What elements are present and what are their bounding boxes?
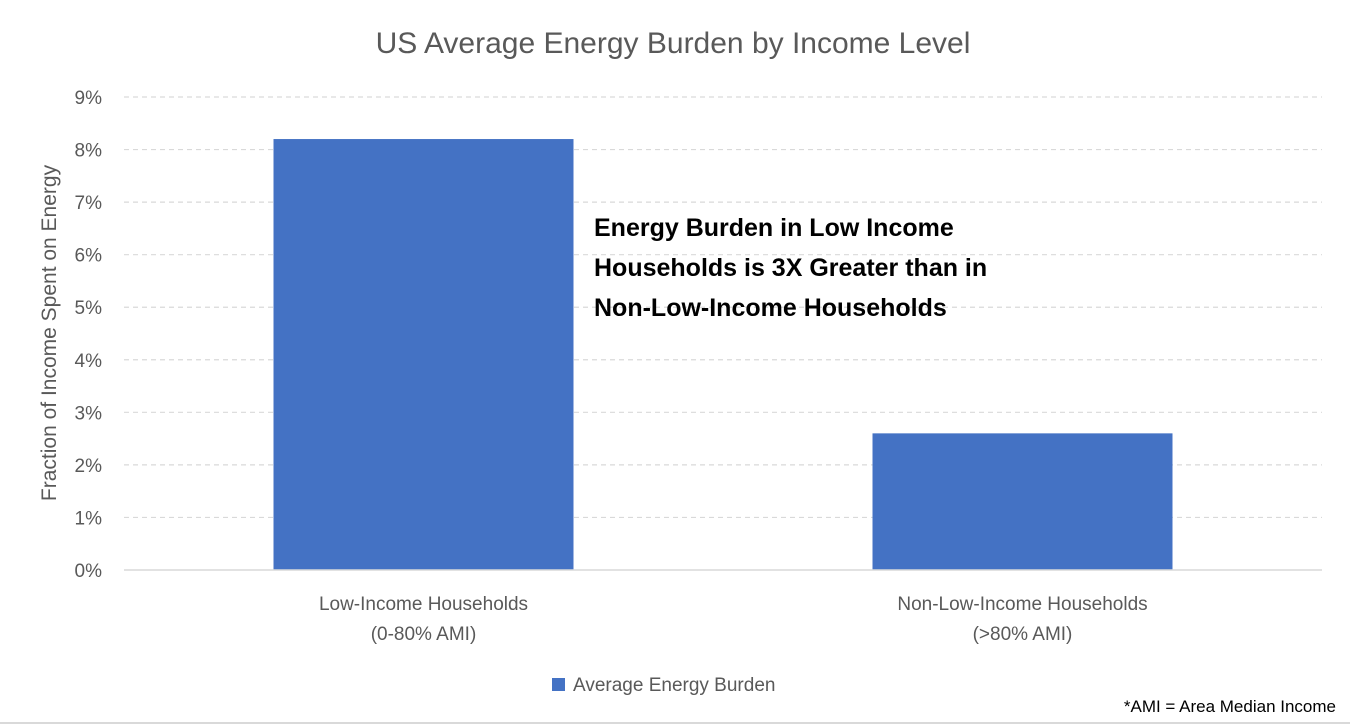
y-tick-label: 5% [75,298,103,319]
x-tick-label: Low-Income Households [319,594,528,615]
x-tick-label: (0-80% AMI) [371,624,477,645]
footnote: *AMI = Area Median Income [1124,697,1336,716]
annotation-callout: Energy Burden in Low Income Households is… [594,214,987,322]
y-tick-label: 8% [75,141,103,162]
y-axis-label: Fraction of Income Spent on Energy [38,164,61,501]
x-tick-label: Non-Low-Income Households [897,594,1147,615]
y-tick-label: 4% [75,351,103,372]
bottom-border [0,722,1350,724]
y-axis-ticks: 0% 1% 2% 3% 4% 5% 6% 7% 8% 9% [75,88,103,582]
y-tick-label: 3% [75,403,103,424]
annotation-line: Non-Low-Income Households [594,294,947,322]
x-tick-label: (>80% AMI) [973,624,1073,645]
y-tick-label: 7% [75,193,103,214]
y-tick-label: 0% [75,561,103,582]
y-tick-label: 1% [75,508,103,529]
bar [872,433,1173,570]
legend-label: Average Energy Burden [573,675,775,696]
y-tick-label: 6% [75,246,103,267]
y-tick-label: 9% [75,88,103,109]
annotation-line: Energy Burden in Low Income [594,214,954,242]
chart-title: US Average Energy Burden by Income Level [376,27,971,60]
y-tick-label: 2% [75,456,103,477]
legend-swatch [552,678,565,691]
annotation-line: Households is 3X Greater than in [594,254,987,282]
x-axis-labels: Low-Income Households (0-80% AMI) Non-Low-… [319,594,1148,645]
bar [273,139,574,571]
legend: Average Energy Burden [552,675,775,696]
bars [273,139,1173,571]
